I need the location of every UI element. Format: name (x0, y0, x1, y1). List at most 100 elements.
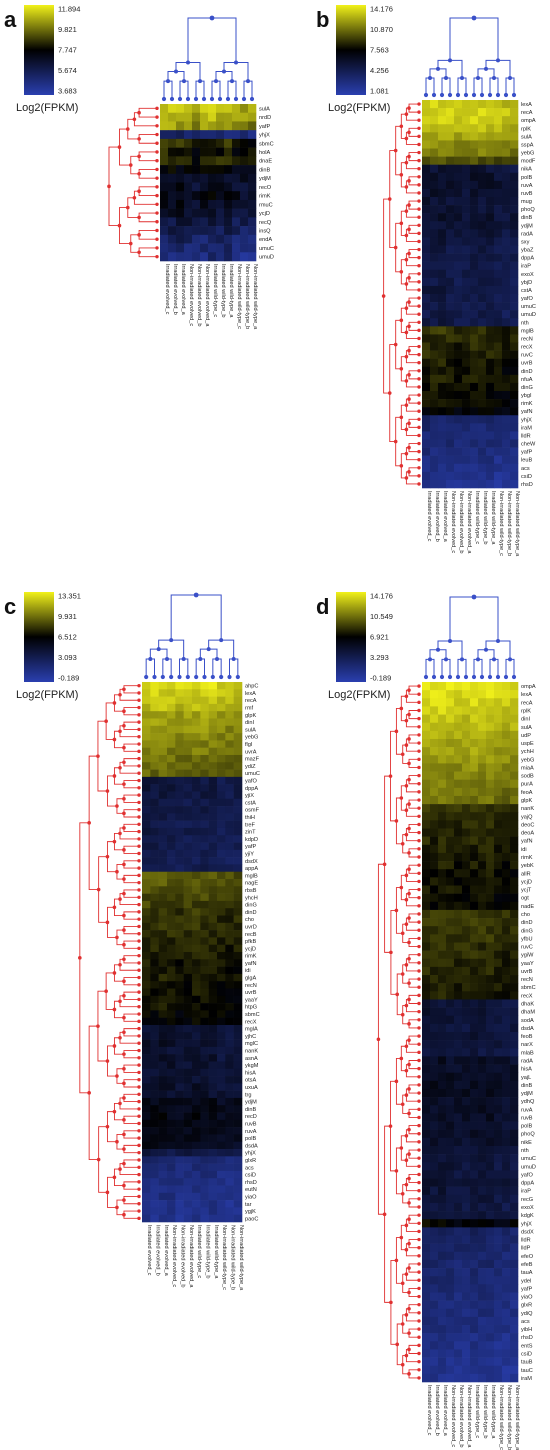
heatmap-cell (462, 1259, 471, 1269)
heatmap-cell (486, 763, 495, 772)
heatmap-cell (422, 1202, 431, 1212)
heatmap-cell (175, 813, 184, 821)
heatmap-cell (158, 857, 168, 865)
heatmap-cell (454, 197, 463, 206)
heatmap-cell (217, 776, 226, 785)
row-tree-branch (405, 1308, 419, 1322)
heatmap-cell (438, 1080, 447, 1090)
heatmap-cell (470, 1048, 479, 1057)
heatmap-cell (510, 698, 519, 707)
heatmap-cell (183, 733, 193, 741)
heatmap-cell (446, 844, 455, 854)
heatmap-cell (422, 391, 431, 400)
heatmap-cell (150, 820, 159, 829)
heatmap-cell (150, 944, 159, 953)
row-tree-branch (123, 780, 139, 789)
heatmap-cell (510, 950, 519, 960)
heatmap-cell (422, 1121, 431, 1130)
column-tree-branch (473, 658, 483, 677)
heatmap-cell (486, 399, 495, 408)
heatmap-cell (183, 1054, 193, 1062)
row-label: trg (245, 1092, 252, 1098)
heatmap-cell (422, 1243, 431, 1253)
heatmap-cell (208, 813, 218, 821)
heatmap-cell (200, 1046, 209, 1055)
heatmap-cell (470, 1178, 479, 1187)
heatmap-cell (200, 893, 209, 902)
heatmap-cell (158, 1024, 168, 1033)
row-tree-node (404, 694, 409, 699)
heatmap-cell (158, 1039, 168, 1048)
heatmap-cell (225, 1192, 234, 1201)
heatmap-cell (175, 754, 184, 763)
heatmap-cell (217, 1076, 226, 1084)
row-label: osmF (245, 808, 260, 814)
heatmap-cell (494, 261, 503, 271)
heatmap-cell (486, 1219, 495, 1228)
heatmap-cell (502, 148, 511, 157)
row-tree-node (107, 184, 111, 189)
heatmap-cell (200, 879, 209, 887)
heatmap-cell (470, 1023, 479, 1033)
heatmap-cell (175, 740, 184, 748)
heatmap-cell (438, 804, 447, 813)
row-tree-branch (123, 926, 139, 935)
heatmap-cell (502, 229, 511, 238)
heatmap-cell (192, 199, 201, 209)
heatmap-cell (175, 893, 184, 902)
row-label: insQ (259, 228, 271, 234)
heatmap-cell (454, 253, 463, 262)
heatmap-cell (486, 310, 495, 319)
heatmap-cell (142, 1141, 151, 1150)
heatmap-cell (446, 999, 455, 1008)
heatmap-cell (494, 148, 503, 157)
heatmap-cell (462, 1316, 471, 1326)
row-label: rmf (245, 706, 254, 712)
heatmap-cell (158, 842, 168, 851)
heatmap-cell (454, 1300, 463, 1310)
heatmap-cell (430, 1341, 439, 1350)
row-tree-branch (405, 131, 419, 145)
heatmap-cell (183, 820, 193, 829)
heatmap-cell (502, 407, 511, 416)
heatmap-cell (430, 1097, 439, 1106)
heatmap-cell (233, 740, 243, 748)
heatmap-cell (160, 147, 169, 157)
row-label: yafN (521, 409, 533, 415)
row-label: paoC (245, 1216, 258, 1222)
heatmap-cell (462, 1023, 471, 1033)
row-tree-node (407, 1022, 411, 1026)
row-tree-branch (123, 809, 139, 818)
heatmap-cell (142, 762, 151, 770)
heatmap-cell (150, 1119, 159, 1128)
heatmap-cell (454, 1268, 463, 1277)
heatmap-cell (478, 828, 487, 837)
heatmap-cell (142, 733, 151, 741)
row-label: mug (521, 199, 532, 205)
heatmap-cell (510, 1292, 519, 1301)
heatmap-cell (200, 1068, 209, 1077)
heatmap-cell (192, 776, 201, 785)
row-tree-node (393, 342, 398, 347)
heatmap-cell (502, 382, 511, 392)
heatmap-cell (486, 877, 495, 886)
heatmap-cell (446, 1357, 455, 1367)
heatmap-cell (494, 1178, 503, 1187)
heatmap-cell (502, 795, 511, 805)
heatmap-cell (510, 1243, 519, 1253)
heatmap-cell (486, 1268, 495, 1277)
heatmap-cell (422, 926, 431, 935)
heatmap-cell (470, 140, 479, 149)
heatmap-cell (470, 966, 479, 976)
heatmap-cell (158, 1127, 168, 1135)
heatmap-cell (233, 1214, 243, 1223)
heatmap-cell (158, 1068, 168, 1077)
heatmap-cell (192, 754, 201, 763)
heatmap-cell (510, 1357, 519, 1367)
heatmap-cell (200, 226, 209, 236)
heatmap-cell (446, 1325, 455, 1334)
heatmap-cell (150, 915, 159, 924)
heatmap-cell (225, 1017, 234, 1026)
heatmap-cell (494, 1007, 503, 1017)
heatmap-cell (167, 981, 176, 989)
